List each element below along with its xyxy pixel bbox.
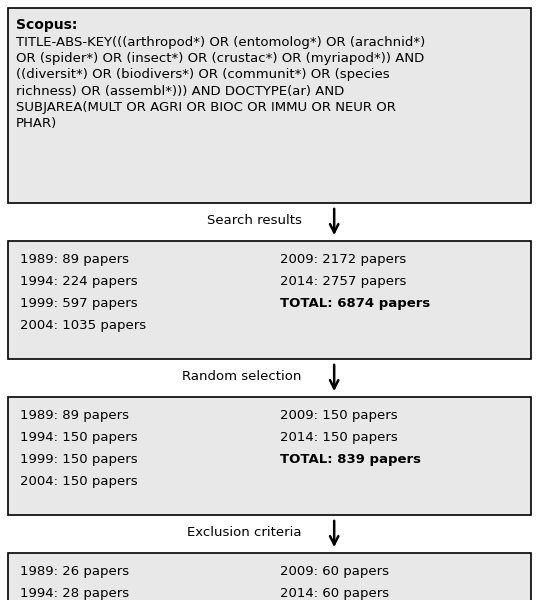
Text: TOTAL: 839 papers: TOTAL: 839 papers xyxy=(280,453,420,466)
Text: Exclusion criteria: Exclusion criteria xyxy=(188,526,302,539)
Bar xyxy=(8,241,531,359)
Text: 2009: 150 papers: 2009: 150 papers xyxy=(280,409,397,422)
Text: 2014: 2757 papers: 2014: 2757 papers xyxy=(280,275,406,288)
Text: 1989: 26 papers: 1989: 26 papers xyxy=(20,565,129,578)
Text: 1994: 28 papers: 1994: 28 papers xyxy=(20,587,129,600)
Text: 2014: 150 papers: 2014: 150 papers xyxy=(280,431,397,444)
Text: 1999: 150 papers: 1999: 150 papers xyxy=(20,453,137,466)
Bar xyxy=(8,553,531,600)
Text: TOTAL: 6874 papers: TOTAL: 6874 papers xyxy=(280,297,430,310)
Text: Search results: Search results xyxy=(207,214,302,226)
Text: Scopus:: Scopus: xyxy=(16,18,78,32)
Text: 1989: 89 papers: 1989: 89 papers xyxy=(20,253,129,266)
Text: Random selection: Random selection xyxy=(183,370,302,383)
Bar xyxy=(8,397,531,515)
Bar xyxy=(8,8,531,203)
Text: 1994: 224 papers: 1994: 224 papers xyxy=(20,275,137,288)
Text: 2009: 60 papers: 2009: 60 papers xyxy=(280,565,389,578)
Text: 2004: 1035 papers: 2004: 1035 papers xyxy=(20,319,146,332)
Text: 1989: 89 papers: 1989: 89 papers xyxy=(20,409,129,422)
Text: 2004: 150 papers: 2004: 150 papers xyxy=(20,475,137,488)
Text: TITLE-ABS-KEY(((arthropod*) OR (entomolog*) OR (arachnid*)
OR (spider*) OR (inse: TITLE-ABS-KEY(((arthropod*) OR (entomolo… xyxy=(16,36,425,130)
Text: 1994: 150 papers: 1994: 150 papers xyxy=(20,431,137,444)
Text: 2014: 60 papers: 2014: 60 papers xyxy=(280,587,389,600)
Text: 2009: 2172 papers: 2009: 2172 papers xyxy=(280,253,406,266)
Text: 1999: 597 papers: 1999: 597 papers xyxy=(20,297,137,310)
